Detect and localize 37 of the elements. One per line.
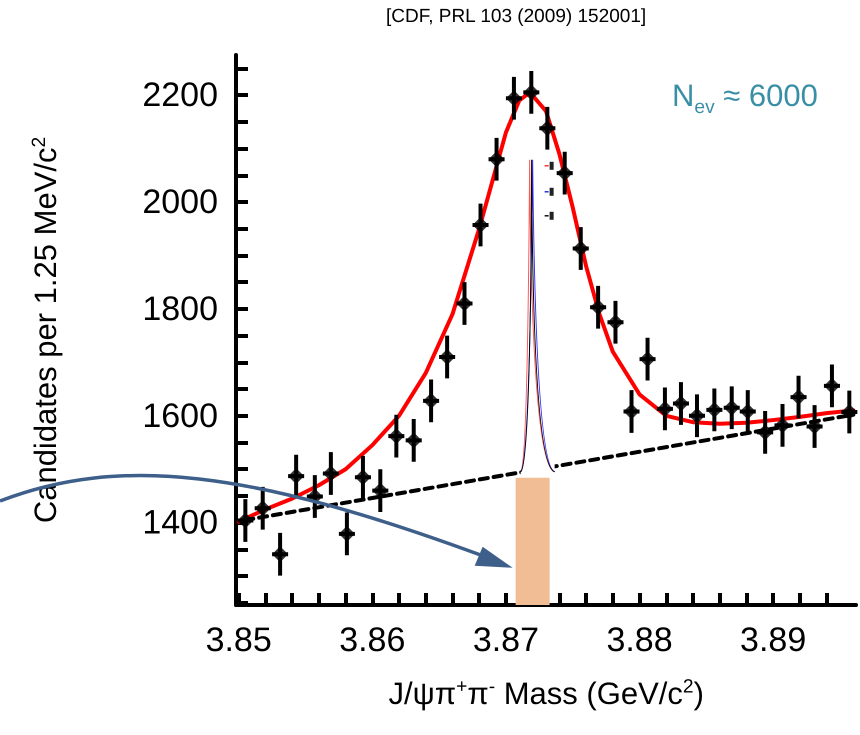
point [556, 165, 573, 182]
point [688, 408, 705, 424]
x-tick-label: 3.86 [339, 621, 406, 659]
y-tick-label: 2200 [142, 76, 218, 114]
y-tick-label: 1800 [142, 290, 218, 328]
point [354, 469, 371, 486]
point [523, 84, 540, 100]
point [488, 151, 505, 168]
x-tick-label: 3.87 [472, 621, 540, 659]
point [322, 466, 339, 482]
text: [CDF, PRL 103 (2009) 152001] [386, 6, 646, 28]
point [572, 240, 589, 256]
point [539, 120, 556, 136]
x-tick-label: 3.89 [740, 621, 806, 659]
point [824, 378, 840, 394]
point [841, 404, 858, 420]
x-axis-title: J/ψπ$^{+}$π$^{-}$ Mass (GeV/c$^{2}$) [388, 676, 704, 712]
point [790, 389, 807, 406]
point [272, 546, 288, 562]
point [288, 468, 304, 484]
point [506, 90, 522, 106]
point [338, 526, 355, 542]
point [590, 299, 606, 316]
x-tick-label: 3.85 [206, 621, 272, 659]
y-tick-label: 2000 [142, 182, 218, 221]
point [640, 351, 656, 368]
point [237, 512, 254, 529]
point [254, 500, 271, 516]
point [423, 392, 440, 409]
y-tick-label: 1400 [142, 504, 218, 542]
point [607, 314, 624, 330]
point [757, 424, 774, 440]
x-tick-label: 3.88 [606, 621, 673, 659]
y-tick-label: 1600 [142, 396, 218, 435]
point [774, 417, 791, 434]
point [439, 348, 456, 365]
annotation: N$_{ev}$ ≈ 6000 [672, 78, 818, 120]
